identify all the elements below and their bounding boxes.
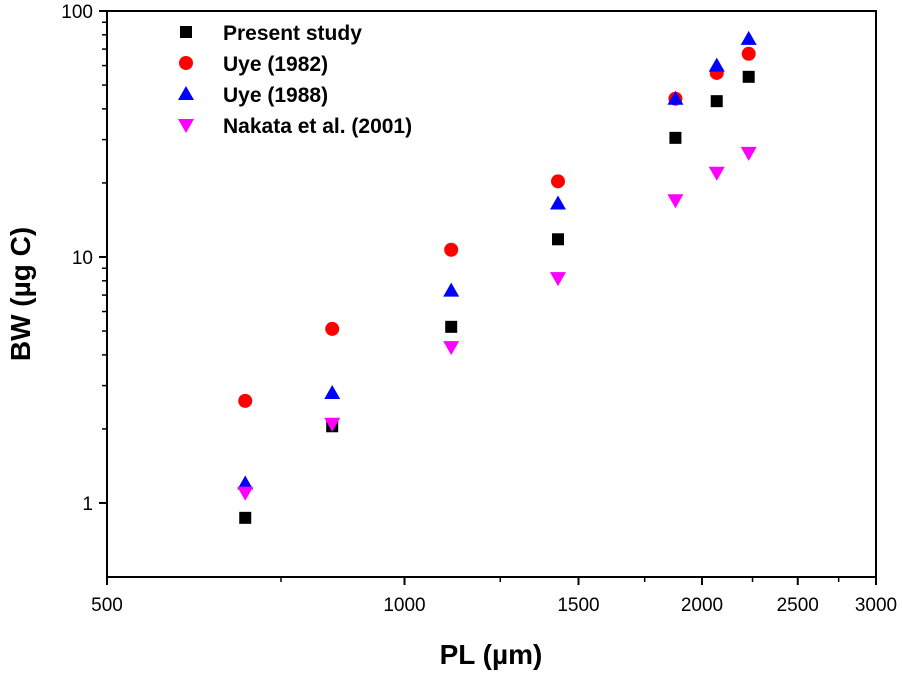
- data-point: [710, 95, 723, 108]
- x-tick-label: 1000: [383, 595, 425, 616]
- data-point: [237, 475, 254, 490]
- data-point: [742, 70, 755, 83]
- series-1: [239, 70, 755, 524]
- data-point: [445, 320, 458, 333]
- x-tick-label: 500: [91, 595, 123, 616]
- y-axis-title: BW (µg C): [5, 227, 36, 361]
- legend-label: Uye (1988): [223, 84, 328, 107]
- x-axis-title: PL (µm): [440, 639, 543, 670]
- legend: Present study Uye (1982) Uye (1988) Nakata …: [178, 22, 412, 138]
- legend-marker: [179, 56, 193, 70]
- y-tick-label: 100: [61, 2, 93, 23]
- data-point: [444, 242, 459, 257]
- data-point: [239, 511, 252, 524]
- data-point: [667, 194, 684, 209]
- data-point: [669, 131, 682, 144]
- legend-item: Present study: [180, 22, 362, 45]
- series-4: [237, 146, 757, 501]
- legend-item: Uye (1982): [179, 53, 328, 76]
- data-point: [741, 46, 756, 61]
- data-point: [238, 393, 253, 408]
- data-point: [550, 174, 565, 189]
- series-3: [237, 30, 757, 490]
- data-point: [708, 166, 725, 181]
- x-tick-label: 3000: [855, 595, 897, 616]
- legend-label: Nakata et al. (2001): [223, 115, 412, 138]
- data-point: [237, 486, 254, 501]
- legend-marker: [178, 119, 194, 133]
- x-tick-label: 1500: [557, 595, 599, 616]
- x-tick-label: 2000: [681, 595, 723, 616]
- data-point: [708, 57, 725, 72]
- legend-label: Present study: [223, 22, 362, 45]
- plot-area: [106, 10, 877, 578]
- data-point: [551, 233, 564, 246]
- data-point: [740, 30, 757, 45]
- data-point: [740, 146, 757, 161]
- legend-item: Nakata et al. (2001): [178, 115, 412, 138]
- legend-marker: [178, 86, 194, 100]
- data-point: [549, 272, 566, 287]
- data-point: [667, 90, 684, 105]
- legend-marker: [180, 26, 192, 38]
- legend-label: Uye (1982): [223, 53, 328, 76]
- data-point: [443, 341, 460, 356]
- data-point: [324, 384, 341, 399]
- data-point: [324, 417, 341, 432]
- y-tick-label: 10: [72, 248, 93, 269]
- y-tick-label: 1: [82, 494, 93, 515]
- data-point: [325, 321, 340, 336]
- data-point: [443, 282, 460, 297]
- x-tick-label: 2500: [777, 595, 819, 616]
- legend-item: Uye (1988): [178, 84, 328, 107]
- data-point: [549, 195, 566, 210]
